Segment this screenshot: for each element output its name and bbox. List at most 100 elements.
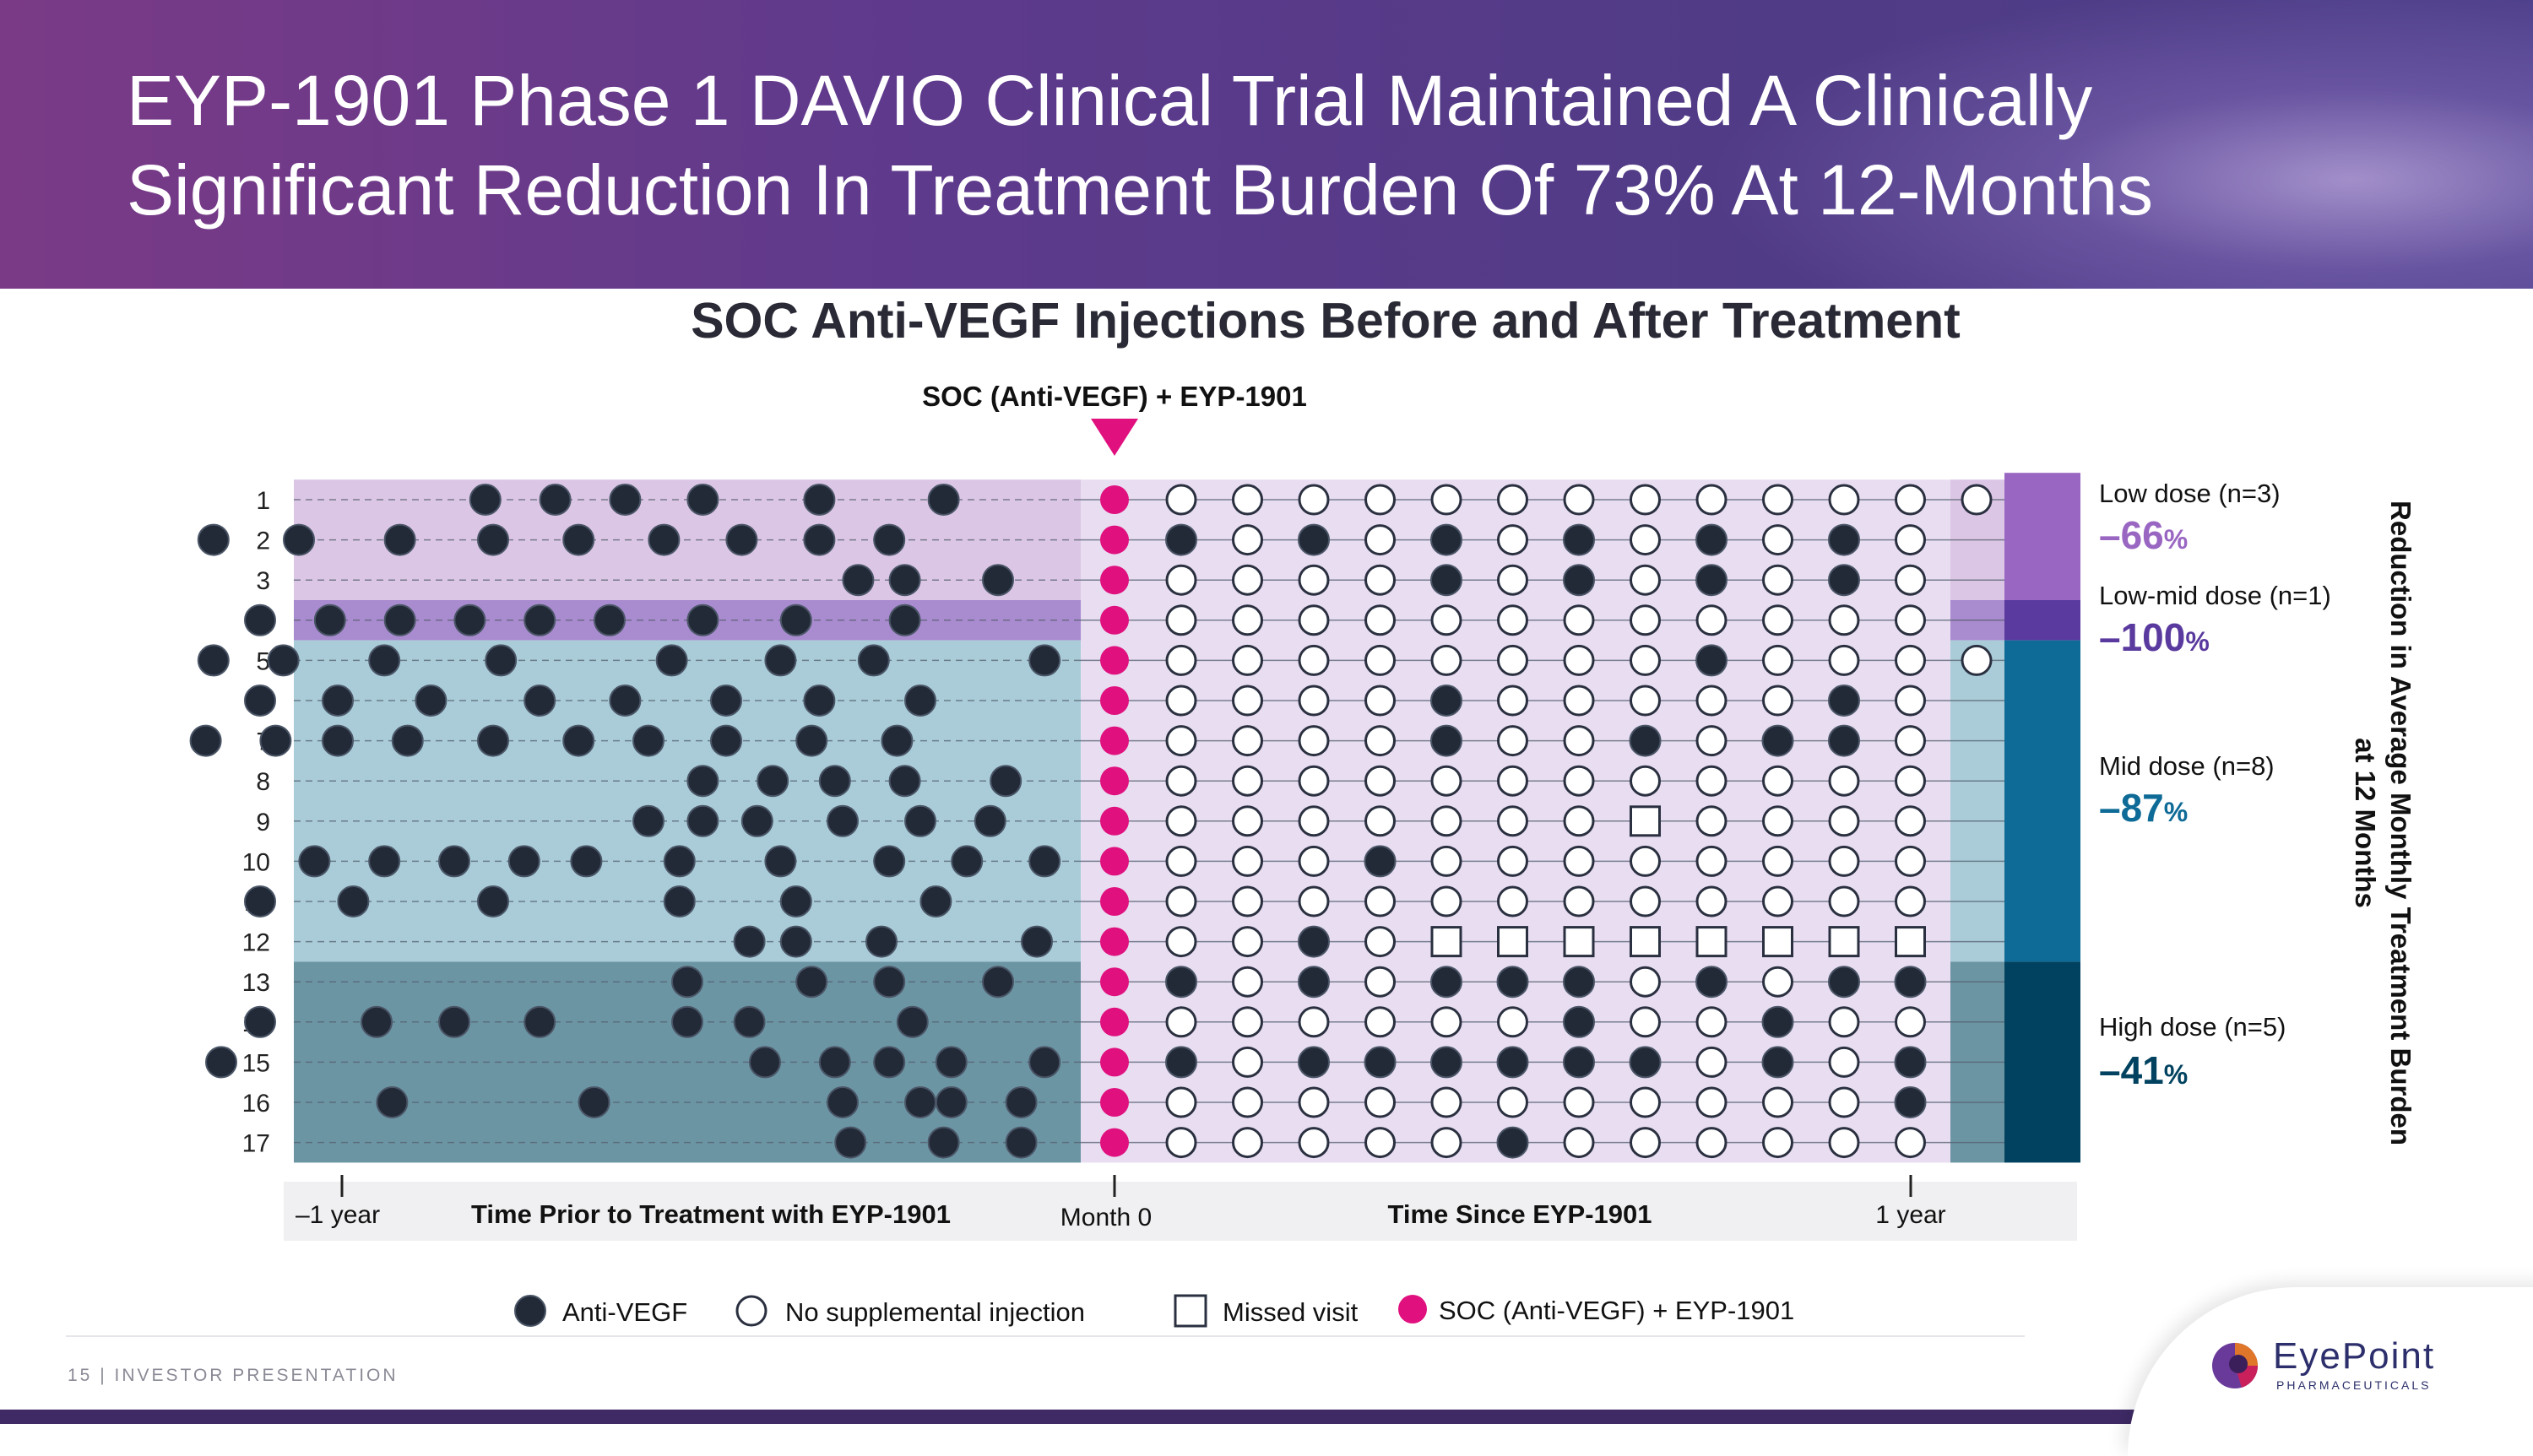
- row-label-2: 2: [256, 528, 270, 555]
- no-injection-point: [1895, 805, 1926, 837]
- no-injection-point: [1563, 1086, 1595, 1118]
- anti-vegf-point-after: [1695, 564, 1728, 597]
- anti-vegf-point-before: [609, 484, 642, 516]
- no-injection-point: [1563, 765, 1595, 797]
- no-injection-point: [1430, 644, 1462, 676]
- x-tick-label-minus-1-year: –1 year: [296, 1201, 380, 1229]
- no-injection-point: [1895, 644, 1926, 676]
- anti-vegf-point-after: [1430, 564, 1462, 597]
- no-injection-point: [1430, 845, 1462, 877]
- anti-vegf-point-after: [1430, 724, 1462, 757]
- missed-visit-point: [1563, 926, 1595, 958]
- no-injection-point: [1298, 765, 1330, 797]
- injection-chart: 1234567891011121314151617SOC (Anti-VEGF)…: [189, 381, 2416, 1328]
- no-injection-point: [1298, 1127, 1330, 1159]
- anti-vegf-point-before: [733, 1005, 766, 1038]
- side-strip-3: [1950, 640, 2004, 962]
- no-injection-point: [1563, 845, 1595, 877]
- no-injection-point: [1895, 564, 1926, 596]
- no-injection-point: [1497, 885, 1528, 917]
- no-injection-point: [1695, 845, 1728, 877]
- anti-vegf-point-before: [361, 1005, 393, 1038]
- anti-vegf-point-after: [1165, 1046, 1197, 1079]
- no-injection-point: [1630, 845, 1661, 877]
- missed-visit-point: [1828, 926, 1860, 958]
- no-injection-point: [1563, 1127, 1595, 1159]
- anti-vegf-point-before: [803, 685, 836, 717]
- anti-vegf-point-before: [383, 523, 416, 556]
- no-injection-point: [1828, 765, 1860, 797]
- treatment-marker-label: SOC (Anti-VEGF) + EYP-1901: [922, 381, 1307, 412]
- no-injection-point: [1165, 725, 1197, 757]
- eyp-1901-point: [1100, 1007, 1129, 1037]
- legend-missed-visit-icon: [1174, 1294, 1207, 1328]
- anti-vegf-point-before: [1028, 1046, 1061, 1079]
- anti-vegf-point-before: [383, 604, 416, 636]
- anti-vegf-point-before: [368, 845, 401, 878]
- anti-vegf-point-before: [873, 523, 906, 556]
- legend-no-injection-label: No supplemental injection: [785, 1297, 1085, 1327]
- anti-vegf-point-after: [1298, 1046, 1330, 1079]
- anti-vegf-point-before: [244, 604, 276, 636]
- anti-vegf-point-after: [1828, 564, 1860, 597]
- anti-vegf-point-before: [477, 885, 509, 917]
- no-injection-point: [1430, 604, 1462, 636]
- dose-group-reduction-2: –100%: [2099, 615, 2210, 659]
- anti-vegf-point-before: [368, 644, 401, 677]
- anti-vegf-point-after: [1496, 1046, 1529, 1079]
- anti-vegf-point-before: [197, 644, 230, 677]
- anti-vegf-point-before: [733, 925, 766, 958]
- no-injection-point: [1165, 604, 1197, 636]
- anti-vegf-point-before: [827, 1086, 859, 1118]
- dose-group-bar-4: [2004, 961, 2080, 1163]
- anti-vegf-point-after: [1563, 966, 1595, 999]
- dose-group-label-3: Mid dose (n=8): [2099, 751, 2275, 781]
- no-injection-point: [1364, 1006, 1396, 1038]
- right-axis-label-line-1: Reduction in Average Monthly Treatment B…: [2385, 501, 2416, 1145]
- no-injection-point: [1232, 564, 1263, 596]
- no-injection-point: [1165, 484, 1197, 516]
- no-injection-point: [1497, 725, 1528, 757]
- anti-vegf-point-before: [686, 804, 719, 837]
- no-injection-point: [1497, 765, 1528, 797]
- no-injection-point: [1430, 765, 1462, 797]
- anti-vegf-point-before: [632, 804, 664, 837]
- anti-vegf-point-before: [818, 765, 851, 798]
- missed-visit-point: [1695, 926, 1728, 958]
- anti-vegf-point-before: [951, 845, 984, 878]
- x-tick-label-month-0: Month 0: [1060, 1204, 1152, 1231]
- dose-group-bar-1: [2004, 473, 2080, 600]
- dose-group-reduction-1: –66%: [2099, 513, 2188, 557]
- row-label-16: 16: [242, 1090, 270, 1118]
- no-injection-point: [1364, 765, 1396, 797]
- no-injection-point: [1232, 685, 1263, 717]
- anti-vegf-point-after: [1496, 966, 1529, 999]
- dose-group-bar-3: [2004, 640, 2080, 962]
- chart-title: SOC Anti-VEGF Injections Before and Afte…: [691, 293, 1961, 349]
- no-injection-point: [1364, 926, 1396, 958]
- anti-vegf-point-before: [197, 523, 230, 556]
- anti-vegf-point-before: [779, 925, 812, 958]
- anti-vegf-point-before: [376, 1086, 409, 1118]
- missed-visit-point: [1497, 926, 1528, 958]
- anti-vegf-point-before: [710, 724, 742, 757]
- anti-vegf-point-after: [1364, 1046, 1397, 1079]
- anti-vegf-point-before: [740, 804, 773, 837]
- anti-vegf-point-before: [686, 484, 719, 516]
- anti-vegf-point-before: [438, 1005, 470, 1038]
- logo-wordmark: EyePoint: [2273, 1335, 2436, 1377]
- no-injection-point: [1895, 524, 1926, 556]
- anti-vegf-point-before: [313, 604, 346, 636]
- anti-vegf-point-before: [244, 685, 276, 717]
- eyp-1901-point: [1100, 646, 1129, 675]
- anti-vegf-point-before: [803, 484, 836, 516]
- no-injection-point: [1364, 725, 1396, 757]
- anti-vegf-point-before: [453, 604, 486, 636]
- no-injection-point: [1298, 725, 1330, 757]
- anti-vegf-point-before: [982, 564, 1014, 597]
- row-label-10: 10: [242, 848, 270, 876]
- anti-vegf-point-before: [842, 564, 875, 597]
- anti-vegf-point-before: [818, 1046, 851, 1079]
- no-injection-point: [1364, 885, 1396, 917]
- no-injection-point: [1563, 885, 1595, 917]
